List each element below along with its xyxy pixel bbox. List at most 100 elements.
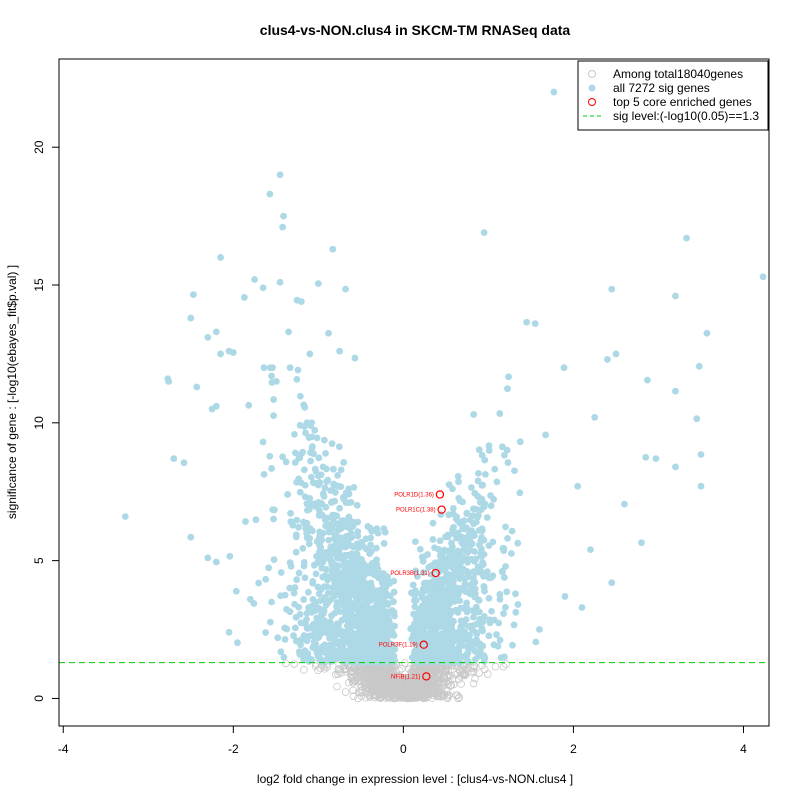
sig-gene-point [313,480,321,487]
sig-gene-point [331,513,339,520]
sig-gene-point [260,470,268,478]
sig-gene-point [308,444,316,452]
sig-gene-point [293,516,301,524]
sig-gene-point [204,554,212,562]
gene-point [300,666,308,674]
sig-gene-point [476,498,484,506]
sig-gene-point [348,642,356,650]
sig-gene-point [316,528,324,536]
gene-point [349,678,357,687]
gene-point [401,684,410,692]
sig-gene-point [204,333,212,341]
sig-gene-point [449,526,457,534]
sig-gene-point [438,608,446,616]
sig-gene-point [320,436,328,444]
sig-gene-point [383,620,391,628]
sig-gene-point [331,481,339,489]
sig-gene-point [320,606,327,614]
gene-point [453,691,462,700]
sig-gene-point [187,314,195,322]
gene-point [416,666,425,675]
sig-gene-point [316,631,324,638]
sig-gene-point [371,609,379,616]
sig-gene-point [531,320,539,327]
sig-gene-point [490,641,498,649]
sig-gene-point [266,452,274,460]
gene-point [461,671,469,680]
sig-gene-point [452,584,459,591]
sig-gene-point [262,629,270,636]
sig-gene-point [369,631,377,639]
sig-gene-point [322,549,330,556]
sig-gene-point [466,516,474,524]
sig-gene-point [479,481,487,489]
sig-gene-point [476,615,484,623]
sig-gene-point [536,626,543,633]
sig-gene-point [281,636,289,643]
sig-gene-point [381,654,389,662]
sig-gene-point [340,459,348,466]
sig-gene-point [512,608,520,616]
sig-gene-point [336,574,344,582]
legend: Among total18040genes all 7272 sig genes… [577,60,769,131]
sig-gene-point [315,590,323,598]
sig-gene-point [388,609,396,617]
gene-point [402,689,410,698]
sig-gene-point [509,641,516,649]
gene-point [448,675,457,683]
top-gene-marker [437,505,446,514]
sig-gene-point [232,587,240,595]
sig-gene-point [311,426,319,434]
sig-gene-point [354,518,362,526]
sig-gene-point [390,598,397,606]
sig-gene-point [458,520,466,528]
gene-point [426,689,435,698]
sig-gene-point [270,396,278,403]
y-tick-label: 5 [32,557,46,564]
sig-gene-point [430,608,438,616]
top-gene-label: POLR1D(1.36) [394,492,434,498]
sig-gene-point [286,364,294,372]
sig-gene-point [312,570,320,578]
legend-all-genes-marker [588,70,596,78]
sig-gene-point [514,539,522,547]
gene-point [421,664,430,672]
sig-gene-point [432,648,440,656]
sig-gene-point [347,563,355,571]
sig-gene-point [306,495,314,502]
gene-point [362,689,371,697]
gene-point [371,668,379,676]
sig-gene-point [608,579,616,587]
gene-point [376,680,384,688]
sig-gene-point [644,376,651,384]
sig-gene-point [330,575,338,583]
gene-point [394,672,403,680]
sig-gene-point [302,429,309,437]
sig-gene-point [180,459,188,467]
gene-point [499,662,508,671]
sig-gene-point [460,653,468,661]
sig-gene-point [425,620,432,628]
sig-gene-point [306,350,314,358]
sig-gene-point [290,632,297,640]
legend-top-genes-marker [588,98,596,106]
sig-gene-point [447,607,455,615]
sig-gene-point [279,453,287,461]
sig-gene-point [270,412,277,420]
sig-gene-point [354,573,362,581]
sig-gene-point [325,536,333,544]
gene-point [392,682,401,691]
gene-point [365,685,373,693]
sig-gene-point [451,567,459,575]
gene-point [364,665,372,674]
sig-gene-point [340,539,348,547]
x-axis: -4 -2 0 2 4 [58,725,747,756]
sig-gene-point [367,579,375,587]
sig-gene-point [296,392,304,400]
gene-point [427,681,436,690]
gene-point [440,673,448,682]
sig-gene-point [343,552,351,560]
gene-point [385,681,394,689]
sig-gene-point [259,438,267,446]
sig-gene-point [445,481,453,489]
